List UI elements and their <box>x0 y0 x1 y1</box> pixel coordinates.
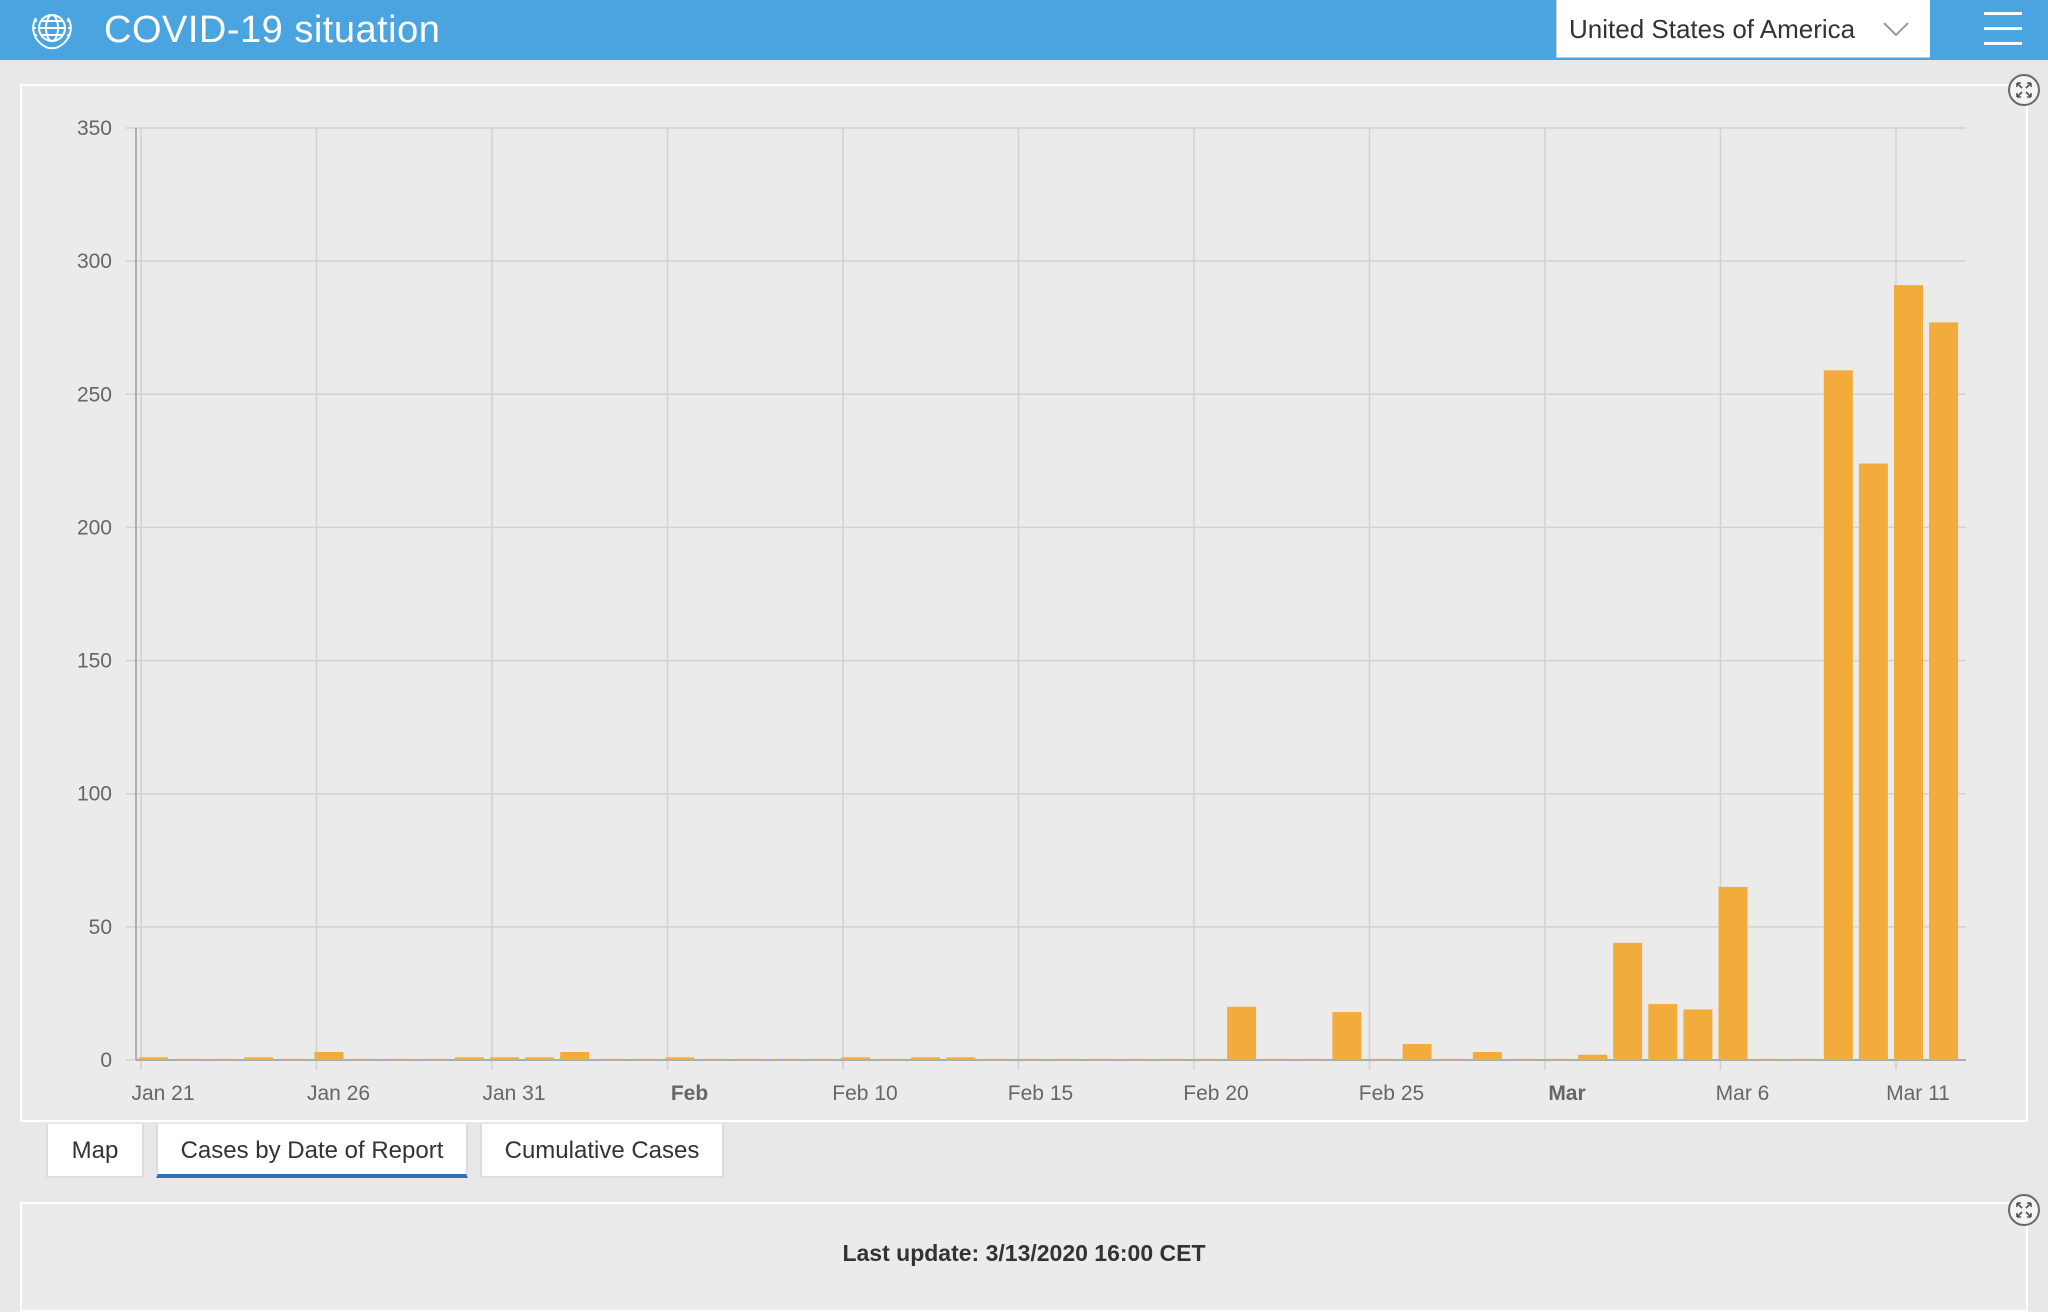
bar-2020-01-24[interactable] <box>244 1057 274 1060</box>
y-tick-label: 0 <box>100 1049 112 1072</box>
expand-icon <box>2016 82 2032 98</box>
bar-2020-03-03[interactable] <box>1613 942 1643 1060</box>
bar-2020-02-19[interactable] <box>1156 1058 1186 1060</box>
bar-2020-03-07[interactable] <box>1753 1058 1783 1060</box>
bar-2020-02-15[interactable] <box>1016 1058 1046 1060</box>
bar-2020-03-06[interactable] <box>1718 886 1748 1060</box>
bar-2020-02-23[interactable] <box>1297 1058 1327 1060</box>
country-select[interactable]: United States of America <box>1556 0 1930 58</box>
bar-2020-03-09[interactable] <box>1823 370 1853 1060</box>
app-title: COVID-19 situation <box>104 9 441 51</box>
x-tick-label: Feb 15 <box>1008 1082 1073 1105</box>
bar-2020-02-02[interactable] <box>560 1052 590 1060</box>
bar-2020-01-27[interactable] <box>349 1058 379 1060</box>
bar-2020-01-23[interactable] <box>209 1058 239 1060</box>
bar-2020-01-26[interactable] <box>314 1052 344 1060</box>
bar-2020-01-21[interactable] <box>139 1057 168 1060</box>
last-update-text: Last update: 3/13/2020 16:00 CET <box>842 1240 1206 1266</box>
x-tick-label: Feb 10 <box>832 1082 897 1105</box>
y-tick-label: 150 <box>77 650 112 673</box>
bar-2020-02-22[interactable] <box>1262 1058 1292 1060</box>
bar-2020-02-28[interactable] <box>1472 1052 1502 1060</box>
bar-2020-03-05[interactable] <box>1683 1009 1713 1060</box>
bar-2020-02-10[interactable] <box>841 1057 870 1060</box>
expand-icon <box>2016 1202 2032 1218</box>
x-tick-label: Mar 11 <box>1886 1082 1950 1105</box>
app-header: COVID-19 situation United States of Amer… <box>0 0 2048 60</box>
bar-2020-02-29[interactable] <box>1507 1058 1537 1060</box>
bar-2020-02-13[interactable] <box>946 1057 976 1060</box>
bar-2020-02-24[interactable] <box>1332 1012 1362 1060</box>
bar-2020-03-10[interactable] <box>1858 463 1888 1060</box>
y-tick-label: 100 <box>77 783 112 806</box>
bar-2020-02-17[interactable] <box>1086 1058 1116 1060</box>
bar-2020-03-08[interactable] <box>1788 1058 1818 1060</box>
who-emblem-icon <box>32 14 72 50</box>
hamburger-menu-icon-bar <box>1984 27 2022 30</box>
update-panel: Last update: 3/13/2020 16:00 CET <box>20 1202 2028 1312</box>
bar-2020-02-14[interactable] <box>981 1058 1011 1060</box>
bar-2020-03-11[interactable] <box>1894 285 1923 1060</box>
x-tick-label: Jan 21 <box>131 1082 194 1105</box>
bar-2020-02-25[interactable] <box>1367 1058 1397 1060</box>
x-tick-label: Mar <box>1548 1082 1585 1105</box>
bar-2020-02-27[interactable] <box>1437 1058 1467 1060</box>
x-tick-label: Feb <box>671 1082 708 1105</box>
y-tick-label: 350 <box>77 117 112 140</box>
expand-chart-button[interactable] <box>2008 74 2040 106</box>
bar-2020-03-12[interactable] <box>1929 322 1959 1060</box>
bar-2020-02-20[interactable] <box>1192 1058 1221 1060</box>
bar-2020-02-12[interactable] <box>911 1057 941 1060</box>
bar-2020-02-16[interactable] <box>1051 1058 1081 1060</box>
x-tick-label: Feb 25 <box>1359 1082 1424 1105</box>
x-tick-label: Mar 6 <box>1716 1082 1770 1105</box>
bar-2020-01-29[interactable] <box>419 1058 449 1060</box>
x-tick-label: Feb 20 <box>1183 1082 1248 1105</box>
country-select-value: United States of America <box>1569 14 1856 44</box>
bar-2020-01-30[interactable] <box>454 1057 484 1060</box>
bar-2020-02-26[interactable] <box>1402 1044 1432 1060</box>
y-tick-label: 200 <box>77 516 112 539</box>
bar-2020-01-22[interactable] <box>174 1058 204 1060</box>
tab-map[interactable]: Map <box>46 1124 144 1178</box>
chevron-down-icon <box>1883 22 1909 37</box>
chart-panel: 0 50 100 150 200 250 300 350 Jan 21 Jan 26 Jan 31 F… <box>20 84 2028 1122</box>
bar-2020-02-11[interactable] <box>876 1058 906 1060</box>
bar-2020-02-03[interactable] <box>595 1058 625 1060</box>
hamburger-menu-icon-bar <box>1984 42 2022 45</box>
hamburger-menu-button[interactable] <box>1976 8 2032 52</box>
y-tick-label: 50 <box>89 916 112 939</box>
y-tick-label: 250 <box>77 383 112 406</box>
bar-2020-02-05[interactable] <box>665 1057 695 1060</box>
bar-2020-02-01[interactable] <box>525 1057 555 1060</box>
cases-bar-chart: 0 50 100 150 200 250 300 350 Jan 21 Jan 26 Jan 31 F… <box>77 117 1966 1105</box>
bar-2020-01-31[interactable] <box>490 1057 519 1060</box>
bar-2020-02-09[interactable] <box>805 1058 835 1060</box>
bar-2020-03-04[interactable] <box>1648 1004 1678 1060</box>
hamburger-menu-icon <box>1984 12 2022 15</box>
bar-2020-03-01[interactable] <box>1543 1058 1572 1060</box>
bar-2020-02-07[interactable] <box>735 1058 765 1060</box>
bar-2020-02-21[interactable] <box>1227 1006 1257 1060</box>
tab-cumulative-cases[interactable]: Cumulative Cases <box>480 1124 724 1178</box>
x-tick-label: Jan 26 <box>307 1082 370 1105</box>
bar-2020-03-02[interactable] <box>1578 1054 1608 1060</box>
bar-2020-02-08[interactable] <box>770 1058 800 1060</box>
y-tick-label: 300 <box>77 250 112 273</box>
bar-2020-02-06[interactable] <box>700 1058 730 1060</box>
tab-cases-by-date-of-report[interactable]: Cases by Date of Report <box>156 1124 468 1178</box>
bar-2020-01-25[interactable] <box>279 1058 309 1060</box>
expand-update-panel-button[interactable] <box>2008 1194 2040 1226</box>
bar-2020-01-28[interactable] <box>384 1058 414 1060</box>
bar-2020-02-04[interactable] <box>630 1058 660 1060</box>
x-tick-label: Jan 31 <box>482 1082 545 1105</box>
bar-2020-02-18[interactable] <box>1121 1058 1151 1060</box>
